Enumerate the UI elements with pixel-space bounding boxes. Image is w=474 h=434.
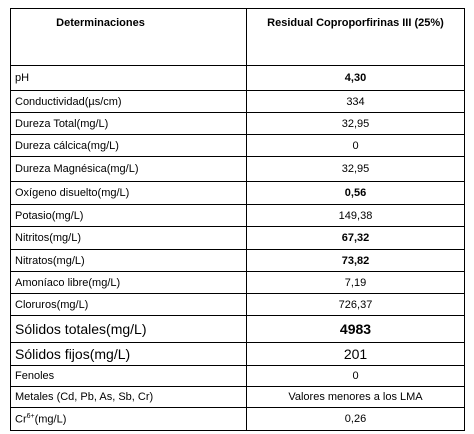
table-row: Nitritos(mg/L) 67,32	[10, 226, 465, 250]
row-value: 726,37	[246, 293, 465, 316]
row-label: Metales (Cd, Pb, As, Sb, Cr)	[10, 386, 247, 408]
row-label: Dureza Magnésica(mg/L)	[10, 156, 247, 182]
row-value: 32,95	[246, 112, 465, 135]
table-row: Sólidos totales(mg/L) 4983	[10, 315, 465, 343]
table-row: Cr6+(mg/L) 0,26	[10, 407, 465, 431]
header-cell: Determinaciones	[10, 8, 247, 66]
row-value: 67,32	[246, 226, 465, 250]
row-value: 7,19	[246, 271, 465, 294]
row-label: Nitratos(mg/L)	[10, 249, 247, 272]
row-label: Cr6+(mg/L)	[10, 407, 247, 431]
row-value: 0,56	[246, 181, 465, 205]
header-row: Determinaciones Residual Coproporfirinas…	[10, 8, 465, 66]
table-row: pH 4,30	[10, 65, 465, 91]
table-row: Potasio(mg/L) 149,38	[10, 204, 465, 227]
table-row: Metales (Cd, Pb, As, Sb, Cr) Valores meno…	[10, 386, 465, 408]
row-value: 32,95	[246, 156, 465, 182]
row-label: pH	[10, 65, 247, 91]
row-label: Conductividad(µs/cm)	[10, 90, 247, 113]
row-value: 4983	[246, 315, 465, 343]
row-label: Dureza cálcica(mg/L)	[10, 134, 247, 157]
row-value: 334	[246, 90, 465, 113]
row-label: Fenoles	[10, 365, 247, 387]
table-row: Dureza Magnésica(mg/L) 32,95	[10, 156, 465, 182]
row-label: Dureza Total(mg/L)	[10, 112, 247, 135]
row-value: 0	[246, 365, 465, 387]
label-text: (mg/L)	[34, 413, 67, 426]
row-value: 4,30	[246, 65, 465, 91]
row-value: 73,82	[246, 249, 465, 272]
table-row: Oxígeno disuelto(mg/L) 0,56	[10, 181, 465, 205]
data-table: Determinaciones Residual Coproporfirinas…	[10, 8, 465, 431]
label-superscript: 6+	[26, 412, 35, 420]
table-row: Cloruros(mg/L) 726,37	[10, 293, 465, 316]
table-row: Dureza Total(mg/L) 32,95	[10, 112, 465, 135]
row-value: Valores menores a los LMA	[246, 386, 465, 408]
table-row: Dureza cálcica(mg/L) 0	[10, 134, 465, 157]
row-label: Nitritos(mg/L)	[10, 226, 247, 250]
row-value: 0	[246, 134, 465, 157]
row-label: Cloruros(mg/L)	[10, 293, 247, 316]
row-value: 201	[246, 342, 465, 366]
row-label: Sólidos totales(mg/L)	[10, 315, 247, 343]
table-body: pH 4,30 Conductividad(µs/cm) 334 Dureza Tota…	[10, 65, 465, 431]
header-cell: Residual Coproporfirinas III (25%)	[246, 8, 465, 66]
row-label: Amoníaco libre(mg/L)	[10, 271, 247, 294]
row-value: 0,26	[246, 407, 465, 431]
table-row: Amoníaco libre(mg/L) 7,19	[10, 271, 465, 294]
row-label: Potasio(mg/L)	[10, 204, 247, 227]
table-row: Nitratos(mg/L) 73,82	[10, 249, 465, 272]
row-value: 149,38	[246, 204, 465, 227]
table-row: Conductividad(µs/cm) 334	[10, 90, 465, 113]
table-row: Sólidos fijos(mg/L) 201	[10, 342, 465, 366]
label-text: Cr	[15, 413, 27, 426]
table-row: Fenoles 0	[10, 365, 465, 387]
row-label: Sólidos fijos(mg/L)	[10, 342, 247, 366]
row-label: Oxígeno disuelto(mg/L)	[10, 181, 247, 205]
